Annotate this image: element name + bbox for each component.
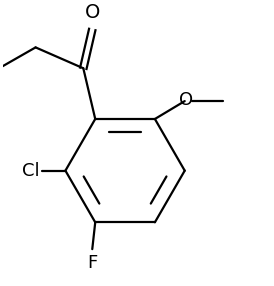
Text: Cl: Cl bbox=[22, 162, 40, 180]
Text: F: F bbox=[87, 254, 97, 272]
Text: O: O bbox=[85, 3, 100, 22]
Text: O: O bbox=[179, 91, 193, 109]
